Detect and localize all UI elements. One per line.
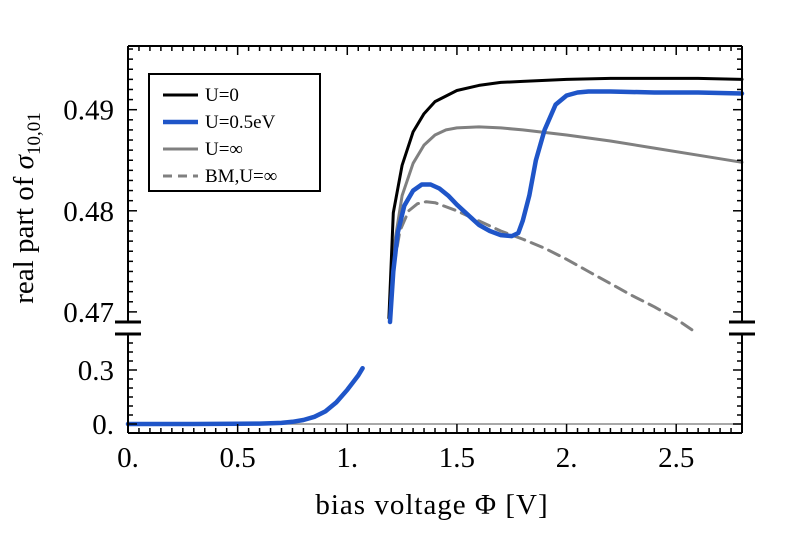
series-line-u-0-5ev-1-upper bbox=[387, 89, 745, 325]
tick-marks bbox=[127, 46, 743, 434]
legend-label: U=0 bbox=[205, 85, 239, 106]
x-tick-label: 0.5 bbox=[220, 442, 256, 474]
y-axis-title-subscript: 10,01 bbox=[24, 112, 45, 155]
x-tick-label: 2. bbox=[556, 442, 578, 474]
legend-label: U=0.5eV bbox=[205, 112, 276, 133]
series-line-u-2-upper bbox=[388, 125, 744, 319]
y-tick-label: 0. bbox=[92, 409, 114, 441]
axis-break-markers bbox=[114, 320, 756, 336]
legend: U=0 U=0.5eV U=∞ BM,U=∞ bbox=[148, 73, 321, 192]
y-tick-label: 0.48 bbox=[63, 196, 114, 228]
plot-frame bbox=[127, 45, 743, 434]
series-line-bm-u-3-upper bbox=[388, 200, 696, 333]
series-layer bbox=[125, 76, 745, 427]
axis-break-gap-right bbox=[728, 323, 756, 333]
axis-break-gap-left bbox=[114, 323, 142, 333]
x-tick-label: 0. bbox=[117, 442, 139, 474]
x-tick-labels: 0. 0.5 1. 1.5 2. 2.5 bbox=[117, 442, 694, 474]
x-axis-title: bias voltage Φ [V] bbox=[315, 489, 548, 521]
y-axis-title: real part of σ10,01 bbox=[8, 112, 45, 304]
x-tick-label: 1.5 bbox=[439, 442, 475, 474]
legend-label: U=∞ bbox=[205, 139, 243, 160]
y-tick-label: 0.3 bbox=[78, 355, 114, 387]
y-tick-labels: 0.47 0.48 0.49 0. 0.3 bbox=[63, 95, 114, 441]
y-tick-label: 0.49 bbox=[63, 95, 114, 127]
y-tick-label: 0.47 bbox=[63, 297, 114, 329]
x-tick-label: 2.5 bbox=[658, 442, 694, 474]
y-axis-title-prefix: real part of bbox=[8, 169, 40, 303]
series-line-u-0-5ev-1-lower bbox=[125, 365, 365, 427]
x-tick-label: 1. bbox=[336, 442, 358, 474]
legend-label: BM,U=∞ bbox=[205, 166, 277, 187]
y-axis-title-symbol: σ bbox=[8, 153, 40, 169]
series-line-u-0-0-upper bbox=[387, 76, 744, 320]
